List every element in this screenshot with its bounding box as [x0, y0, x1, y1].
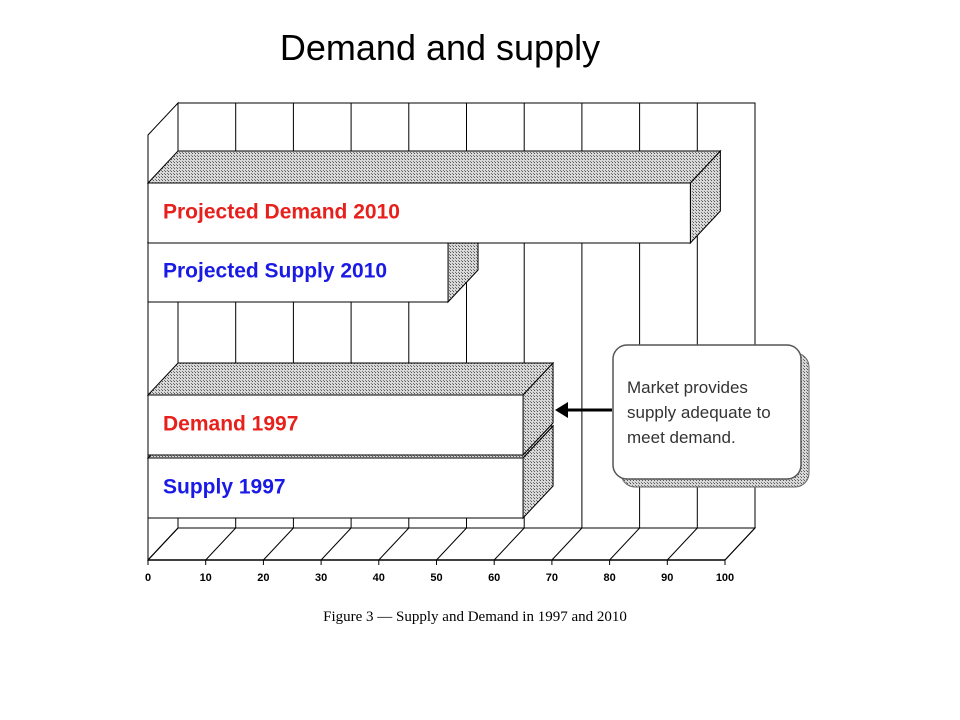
x-tick-label: 100 — [716, 572, 734, 584]
x-tick-label: 0 — [145, 572, 151, 584]
floor-line — [609, 527, 640, 561]
annotation: Market provides supply adequate to meet … — [555, 344, 810, 488]
annotation-line: supply adequate to — [627, 403, 771, 422]
floor-line — [493, 527, 525, 561]
bar-label: Supply 1997 — [163, 476, 286, 499]
bar-label: Demand 1997 — [163, 413, 298, 436]
x-tick-label: 90 — [661, 572, 673, 584]
caption: Figure 3 — Supply and Demand in 1997 and… — [323, 609, 627, 625]
bar-label: Projected Supply 2010 — [163, 260, 387, 283]
floor-line — [263, 527, 294, 561]
bar — [147, 241, 449, 303]
floor-line — [147, 527, 179, 561]
annotation-line: meet demand. — [627, 428, 736, 447]
plot-area: 0 10 20 30 40 50 60 70 80 90 100 Supply 1997 Demand … — [145, 101, 757, 584]
floor-line — [436, 527, 467, 561]
annotation-box — [612, 344, 802, 480]
floor-line — [724, 527, 756, 561]
bar — [147, 457, 524, 519]
x-tick-label: 70 — [546, 572, 558, 584]
x-tick-label: 20 — [257, 572, 269, 584]
floor-line — [205, 527, 237, 561]
chart-title: Demand and supply — [280, 27, 600, 68]
x-tick-label: 80 — [603, 572, 615, 584]
x-tick-label: 10 — [200, 572, 212, 584]
x-tick-label: 30 — [315, 572, 327, 584]
x-tick-label: 60 — [488, 572, 500, 584]
bar-top — [146, 362, 555, 396]
x-tick-label: 40 — [373, 572, 385, 584]
floor-line — [666, 527, 698, 561]
annotation-line: Market provides — [627, 378, 748, 397]
bar — [147, 182, 691, 244]
bar-label: Projected Demand 2010 — [163, 201, 400, 224]
arrow-head — [555, 402, 568, 418]
bar-top — [146, 150, 722, 184]
x-tick-label: 50 — [430, 572, 442, 584]
floor-line — [378, 527, 410, 561]
floor-line — [551, 527, 583, 561]
bar — [147, 394, 524, 456]
floor-line — [320, 527, 352, 561]
